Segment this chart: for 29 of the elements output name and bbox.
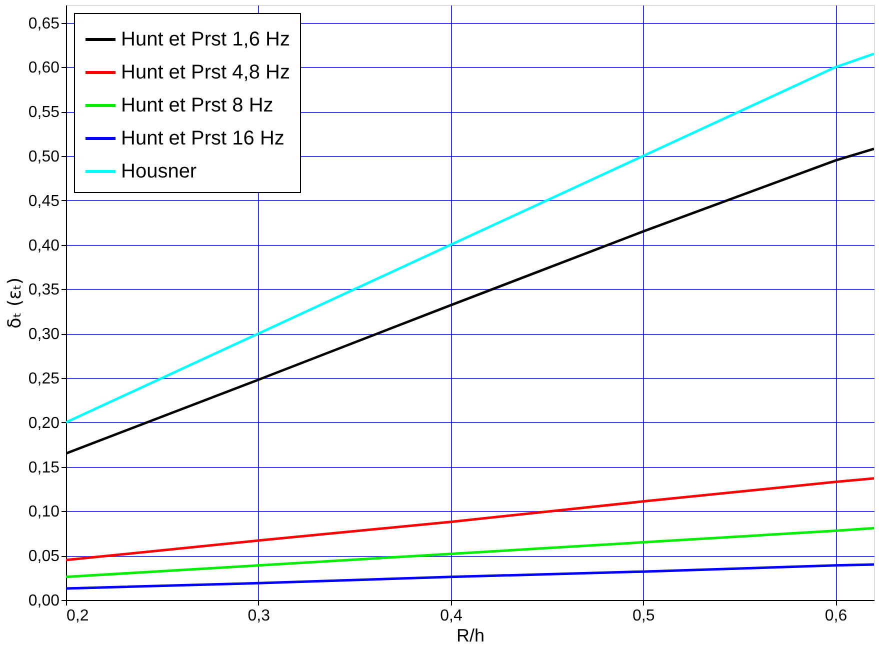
- y-tick-label: 0,10: [28, 504, 60, 521]
- line-series: [66, 477, 874, 562]
- legend-label: Hunt et Prst 8 Hz: [121, 94, 274, 116]
- y-tick-label: 0,15: [28, 459, 60, 476]
- line-series: [66, 526, 874, 578]
- y-tick-label: 0,45: [28, 192, 60, 210]
- legend-label: Hunt et Prst 4,8 Hz: [121, 62, 290, 84]
- x-tick-label: 0,5: [632, 608, 655, 624]
- x-tick-label: 0,4: [440, 608, 462, 624]
- y-tick-label: 0,30: [28, 326, 60, 344]
- x-tick-label: 0,2: [66, 608, 89, 624]
- y-tick-label: 0,50: [28, 148, 60, 166]
- y-tick-label: 0,40: [28, 237, 60, 254]
- y-tick-label: 0,20: [28, 414, 60, 432]
- legend-label: Hunt et Prst 1,6 Hz: [121, 28, 290, 50]
- legend-label: Housner: [121, 160, 197, 182]
- y-tick-label: 0,25: [28, 370, 60, 388]
- y-tick-label: 0,35: [28, 282, 60, 299]
- x-axis-title: R/h: [456, 626, 485, 646]
- legend-label: Hunt et Prst 16 Hz: [121, 128, 284, 150]
- line-series: [66, 52, 874, 424]
- y-tick-label: 0,65: [28, 15, 60, 32]
- x-tick-label: 0,3: [248, 608, 270, 624]
- y-tick-label: 0,60: [28, 60, 60, 77]
- y-tick-label: 0,00: [28, 592, 60, 610]
- y-tick-label: 0,55: [28, 104, 60, 122]
- y-tick-label: 0,05: [28, 548, 60, 566]
- y-axis-title: δₜ (εₜ): [4, 277, 26, 329]
- x-tick-label: 0,6: [824, 608, 848, 624]
